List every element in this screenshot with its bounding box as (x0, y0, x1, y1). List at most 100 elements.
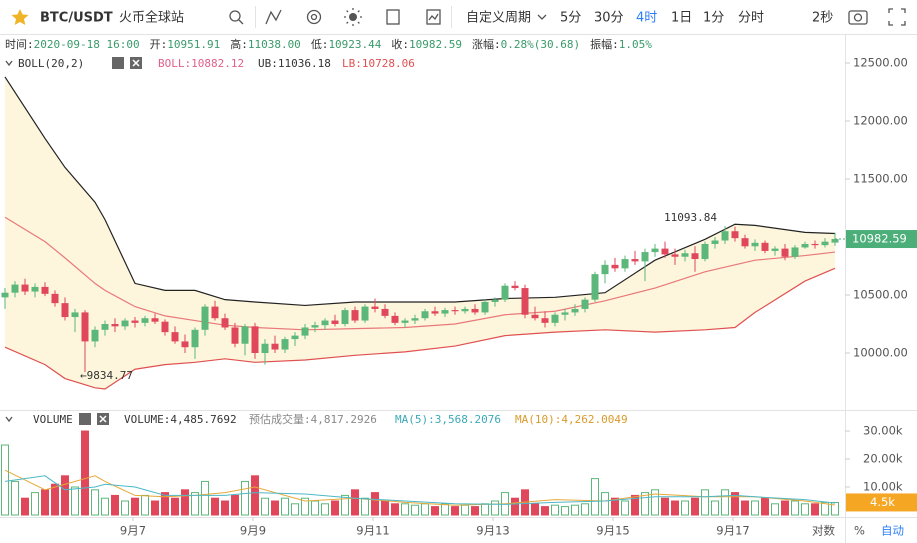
info-value: 10951.91 (167, 38, 220, 51)
volume-bar (741, 500, 749, 516)
volume-bar (481, 503, 489, 516)
volume-bar (121, 500, 129, 516)
volume-bar (761, 497, 769, 516)
volume-bar (31, 492, 39, 516)
y-tick-label: 30.00k (863, 424, 903, 438)
info-value: 11038.00 (248, 38, 301, 51)
candle-body (21, 284, 29, 292)
ma5-value: MA(5):3,568.2076 (395, 413, 501, 426)
exchange: 火币全球站 (119, 10, 184, 26)
candle-body (201, 306, 209, 330)
candle-body (41, 286, 49, 294)
period-option[interactable]: 1分 (703, 11, 724, 26)
candle-body (431, 311, 439, 314)
volume-bar (541, 506, 549, 516)
volume-bar (601, 492, 609, 516)
info-label: 涨幅: (472, 38, 501, 51)
candle-body (651, 248, 659, 253)
volume-bar (181, 489, 189, 516)
candle-body (51, 293, 59, 304)
layout-icon[interactable] (386, 9, 400, 25)
candle-body (771, 248, 779, 251)
candle-body (561, 312, 569, 315)
indicator-settings[interactable] (112, 57, 124, 69)
collapse-icon[interactable] (5, 60, 13, 67)
period-option[interactable]: 1日 (671, 11, 692, 26)
period-option[interactable]: 30分 (594, 11, 624, 26)
chart-icon[interactable] (426, 9, 441, 25)
volume-bar (671, 500, 679, 516)
period-option[interactable]: 分时 (738, 11, 764, 26)
volume-bar (371, 492, 379, 516)
volume-bar (651, 489, 659, 516)
log-toggle[interactable]: 对数 (812, 524, 835, 538)
volume-bar (731, 492, 739, 516)
percent-toggle[interactable]: % (854, 524, 865, 538)
candle-body (831, 239, 839, 243)
volume-bar (801, 503, 809, 516)
volume-bar (701, 489, 709, 516)
fullscreen-icon[interactable] (888, 8, 906, 26)
favorite-star[interactable] (11, 9, 29, 25)
candle-body (301, 327, 309, 336)
candle-body (341, 310, 349, 325)
volume-bar (641, 492, 649, 516)
candle-body (151, 318, 159, 322)
dropdown-caret[interactable] (537, 14, 547, 20)
candle-body (331, 320, 339, 325)
volume-bar (141, 494, 149, 516)
period-option[interactable]: 4时 (636, 11, 657, 26)
search-icon[interactable] (229, 10, 244, 25)
candle-body (361, 306, 369, 321)
info-label: 低: (311, 38, 329, 51)
candle-body (171, 332, 179, 342)
refresh-interval[interactable]: 2秒 (812, 11, 833, 26)
volume-bar (611, 497, 619, 516)
candle-body (471, 308, 479, 313)
candle-body (611, 264, 619, 269)
volume-bar (271, 500, 279, 516)
screenshot-icon[interactable] (848, 10, 868, 25)
candle-body (111, 324, 119, 327)
custom-period[interactable]: 自定义周期 (466, 11, 531, 26)
candle-body (371, 306, 379, 309)
settings-icon[interactable] (306, 9, 322, 25)
band-line (4, 216, 836, 331)
candle-body (131, 320, 139, 323)
period-option[interactable]: 5分 (560, 11, 581, 26)
volume-bar (421, 503, 429, 516)
volume-bar (431, 506, 439, 516)
candle-body (711, 240, 719, 244)
volume-bar (221, 500, 229, 516)
auto-toggle[interactable]: 自动 (881, 524, 904, 538)
indicator-icon[interactable] (265, 9, 282, 25)
indicator-settings[interactable] (79, 413, 91, 425)
x-tick-label: 9月7 (120, 524, 146, 538)
volume-bar (331, 500, 339, 516)
ma-line (4, 469, 836, 506)
volume-bar (631, 494, 639, 516)
last-price-label: 10982.59 (852, 232, 907, 246)
symbol[interactable]: BTC/USDT (40, 11, 113, 26)
volume-bar (71, 486, 79, 516)
candle-body (281, 339, 289, 350)
x-tick-label: 9月9 (240, 524, 266, 538)
volume-bar (251, 475, 259, 516)
collapse-icon[interactable] (5, 416, 13, 423)
band-line (4, 267, 836, 390)
candle-body (31, 286, 39, 292)
volume-bar (81, 430, 89, 516)
info-value: 10982.59 (409, 38, 462, 51)
volume-bar (751, 500, 759, 516)
volume-bar (571, 504, 579, 516)
candle-body (11, 284, 19, 293)
volume-bar (471, 506, 479, 516)
candle-body (161, 321, 169, 333)
candle-body (551, 314, 559, 323)
volume-bar (201, 480, 209, 516)
volume-bar (831, 501, 839, 516)
theme-icon[interactable] (344, 8, 362, 26)
candle-body (461, 308, 469, 312)
volume-bar (291, 503, 299, 516)
